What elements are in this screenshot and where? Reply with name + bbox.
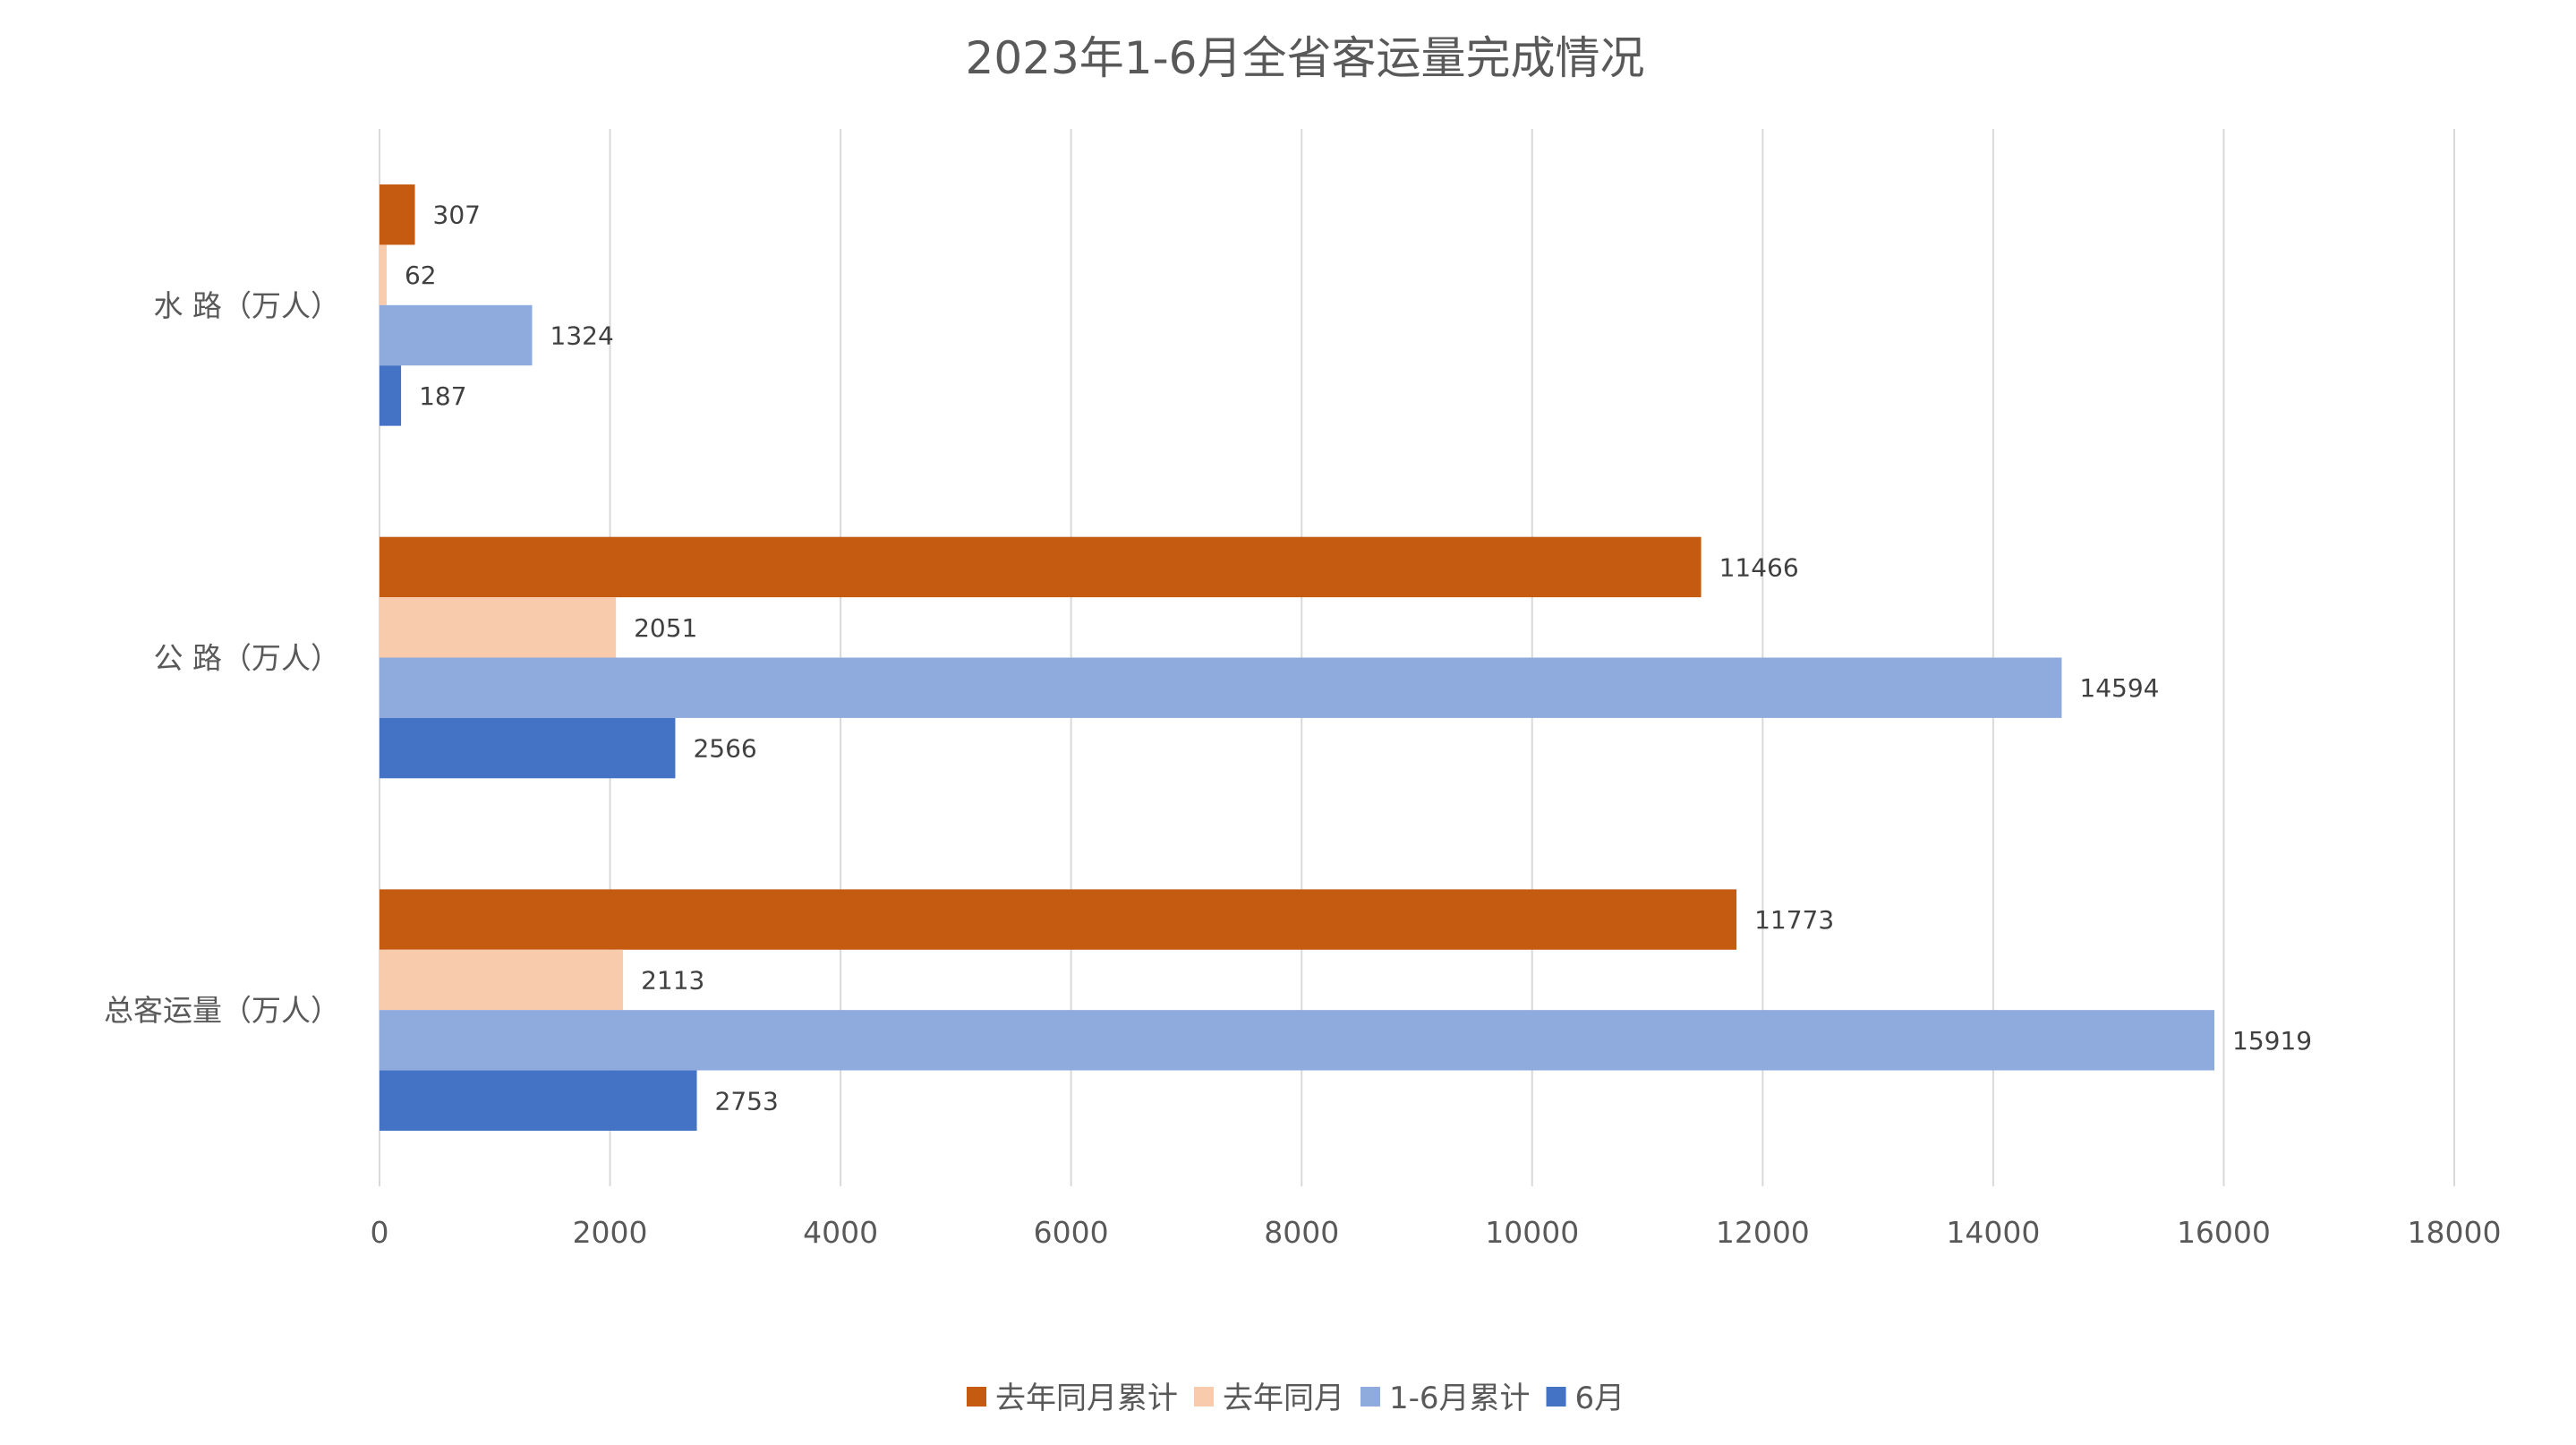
legend-label: 去年同月累计 bbox=[995, 1381, 1178, 1416]
data-label: 2051 bbox=[634, 613, 697, 643]
x-tick-label: 8000 bbox=[1264, 1215, 1339, 1250]
bar bbox=[380, 184, 415, 245]
bar bbox=[380, 889, 1737, 950]
legend-label: 去年同月 bbox=[1223, 1381, 1344, 1416]
x-tick-label: 4000 bbox=[803, 1215, 878, 1250]
bar bbox=[380, 1070, 697, 1131]
x-tick-label: 16000 bbox=[2177, 1215, 2271, 1250]
legend-swatch bbox=[1546, 1387, 1566, 1407]
x-tick-label: 10000 bbox=[1485, 1215, 1579, 1250]
x-axis-ticks: 0 2000 4000 6000 8000 10000 12000 14000 16000 180… bbox=[371, 1215, 2502, 1250]
bar bbox=[380, 717, 676, 779]
data-label: 11773 bbox=[1754, 905, 1834, 935]
legend: 去年同月累计 去年同月 1-6月累计 6月 bbox=[967, 1381, 1625, 1416]
bar bbox=[380, 597, 617, 658]
data-label: 1324 bbox=[550, 321, 614, 351]
data-label: 15919 bbox=[2232, 1026, 2312, 1056]
bar bbox=[380, 244, 387, 305]
x-tick-label: 0 bbox=[371, 1215, 389, 1250]
x-tick-label: 18000 bbox=[2408, 1215, 2502, 1250]
bar bbox=[380, 304, 533, 366]
data-label: 307 bbox=[433, 201, 481, 230]
legend-label: 6月 bbox=[1575, 1381, 1625, 1416]
legend-label: 1-6月累计 bbox=[1389, 1381, 1531, 1416]
bar bbox=[380, 536, 1702, 598]
bar bbox=[380, 1010, 2215, 1071]
data-label: 14594 bbox=[2079, 673, 2159, 703]
category-labels: 水 路（万人） 公 路（万人） 总客运量（万人） bbox=[104, 288, 340, 1028]
x-tick-label: 2000 bbox=[573, 1215, 648, 1250]
data-label: 11466 bbox=[1719, 552, 1799, 582]
legend-swatch bbox=[1194, 1387, 1214, 1407]
data-label: 187 bbox=[419, 381, 466, 411]
legend-swatch bbox=[967, 1387, 986, 1407]
bar bbox=[380, 949, 624, 1011]
data-label: 2113 bbox=[641, 965, 704, 995]
x-tick-label: 12000 bbox=[1716, 1215, 1810, 1250]
x-tick-label: 6000 bbox=[1034, 1215, 1109, 1250]
category-label: 公 路（万人） bbox=[154, 641, 341, 676]
bars bbox=[380, 184, 2215, 1131]
chart-title: 2023年1-6月全省客运量完成情况 bbox=[966, 32, 1645, 84]
x-tick-label: 14000 bbox=[1946, 1215, 2040, 1250]
data-label: 2566 bbox=[693, 734, 756, 764]
bar bbox=[380, 365, 402, 426]
legend-swatch bbox=[1361, 1387, 1380, 1407]
data-label: 62 bbox=[405, 261, 437, 290]
data-label: 2753 bbox=[715, 1086, 779, 1116]
category-label: 水 路（万人） bbox=[154, 288, 341, 323]
category-label: 总客运量（万人） bbox=[104, 993, 340, 1028]
bar bbox=[380, 657, 2062, 718]
data-labels: 307 62 1324 187 11466 2051 14594 2566 11773 2113 1… bbox=[405, 201, 2312, 1116]
